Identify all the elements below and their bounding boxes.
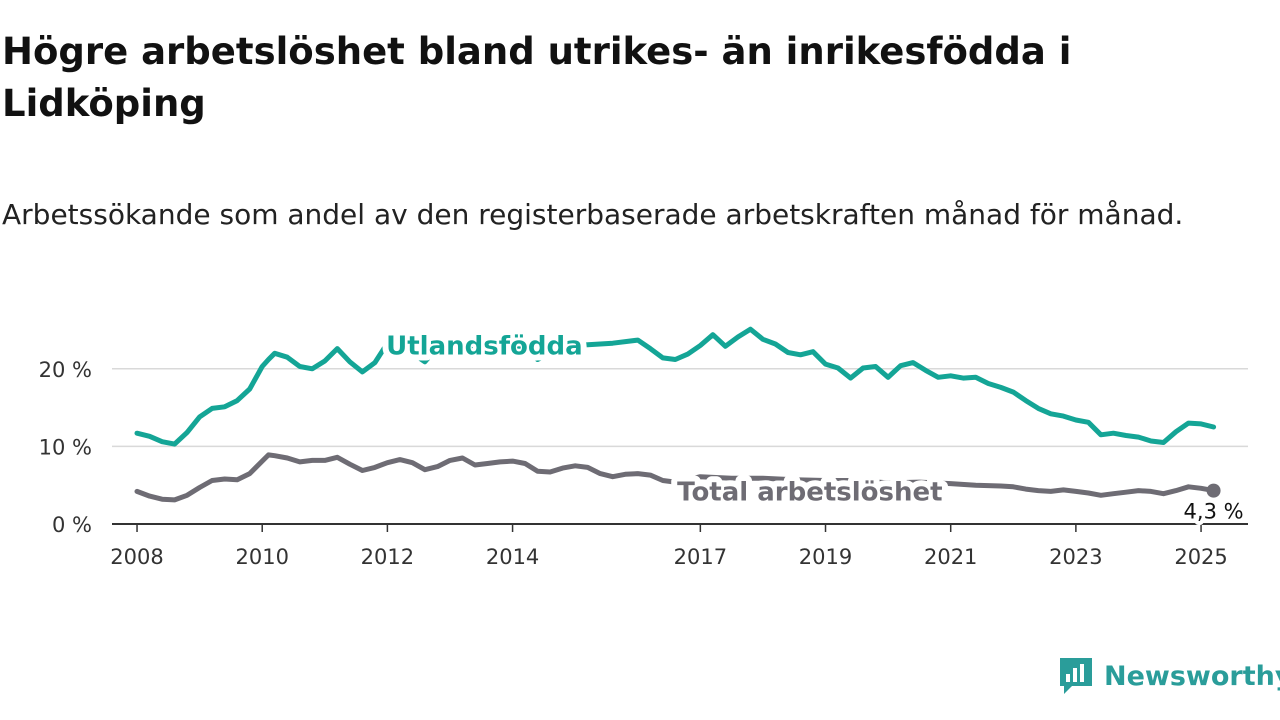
end-value-label: 4,3 % bbox=[1184, 500, 1244, 524]
newsworthy-icon bbox=[1060, 658, 1092, 694]
end-point-marker bbox=[1206, 483, 1221, 498]
x-tick-label: 2025 bbox=[1174, 545, 1227, 569]
x-tick-label: 2012 bbox=[361, 545, 414, 569]
y-axis: 0 % 10 % 20 % bbox=[39, 358, 92, 537]
x-tick-label: 2019 bbox=[799, 545, 852, 569]
y-tick-label: 0 % bbox=[52, 513, 92, 537]
series-line-0 bbox=[134, 326, 1217, 447]
x-tick-label: 2008 bbox=[110, 545, 163, 569]
newsworthy-logo: Newsworthy bbox=[1058, 654, 1280, 698]
series-label: Utlandsfödda bbox=[386, 332, 583, 362]
chart-subtitle: Arbetssökande som andel av den registerb… bbox=[2, 198, 1184, 231]
y-tick-label: 20 % bbox=[39, 358, 92, 382]
x-tick-label: 2017 bbox=[674, 545, 727, 569]
series-label: Total arbetslöshet bbox=[677, 477, 942, 507]
chart-title: Högre arbetslöshet bland utrikes- än inr… bbox=[2, 30, 1072, 125]
x-axis: 2008 2010 2012 2014 2017 2019 2021 2023 2025 bbox=[110, 524, 1228, 569]
end-value-label-halo: 4,3 % bbox=[1184, 500, 1244, 524]
x-tick-label: 2021 bbox=[924, 545, 977, 569]
series-lines bbox=[134, 326, 1217, 503]
y-tick-label: 10 % bbox=[39, 435, 92, 459]
series-label-halo: Total arbetslöshet bbox=[677, 477, 942, 507]
x-tick-label: 2010 bbox=[235, 545, 288, 569]
x-tick-label: 2023 bbox=[1049, 545, 1102, 569]
series-line-1 bbox=[134, 452, 1217, 503]
series-label-halo: Utlandsfödda bbox=[386, 332, 583, 362]
brand-name: Newsworthy bbox=[1104, 660, 1280, 692]
x-tick-label: 2014 bbox=[486, 545, 539, 569]
